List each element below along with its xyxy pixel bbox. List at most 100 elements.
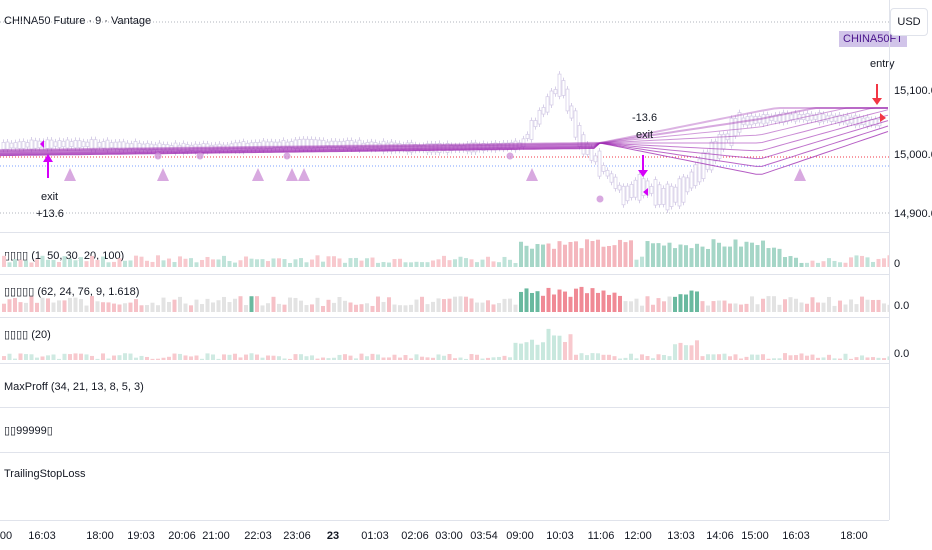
indicator-pane-5[interactable]: ▯▯99999▯: [0, 408, 889, 453]
histogram-bar: [299, 300, 303, 312]
histogram-bar: [288, 358, 292, 360]
histogram-bar: [876, 357, 881, 360]
histogram-bar: [645, 356, 650, 360]
histogram-bar: [612, 292, 617, 312]
histogram-bar: [453, 296, 457, 312]
histogram-bar: [145, 305, 149, 312]
histogram-bar: [563, 341, 567, 360]
candle-body: [653, 179, 658, 206]
indicator-label-1[interactable]: ▯▯▯▯ (1, 50, 30, 20, 100): [4, 250, 125, 262]
histogram-bar: [623, 301, 628, 312]
pane1-scale-label: 0: [894, 258, 901, 270]
histogram-bar: [590, 353, 595, 360]
indicator-label-3[interactable]: ▯▯▯▯ (20): [4, 329, 51, 341]
histogram-bar: [398, 357, 402, 360]
currency-button[interactable]: USD: [890, 8, 928, 36]
entry-arrow-down-icon: [872, 84, 882, 105]
indicator-pane-6[interactable]: TrailingStopLoss: [0, 453, 889, 520]
histogram-bar: [832, 305, 837, 312]
histogram-bar: [673, 248, 677, 267]
candle-body: [21, 141, 26, 149]
histogram-bar: [101, 302, 105, 312]
histogram-bar: [733, 354, 738, 360]
histogram-bar: [579, 353, 584, 360]
histogram-bar: [183, 258, 188, 267]
histogram-bar: [623, 242, 628, 267]
ma-ribbon-line: [0, 107, 888, 152]
histogram-bar: [524, 245, 529, 267]
histogram-bar: [134, 299, 138, 312]
histogram-bar: [414, 261, 419, 267]
histogram-bar: [431, 301, 435, 312]
indicator-label-4[interactable]: MaxProff (34, 21, 13, 8, 5, 3): [4, 381, 144, 393]
histogram-bar: [150, 302, 155, 312]
histogram-bar: [442, 255, 446, 267]
indicator-label-5[interactable]: ▯▯99999▯: [4, 425, 53, 437]
indicator-pane-3[interactable]: ▯▯▯▯ (20): [0, 318, 889, 364]
histogram-bar: [18, 353, 23, 360]
histogram-bar: [7, 353, 12, 360]
histogram-bar: [189, 258, 193, 267]
indicator-label-2[interactable]: ▯▯▯▯▯ (62, 24, 76, 9, 1.618): [4, 286, 140, 298]
histogram-bar: [337, 354, 342, 360]
histogram-bar: [827, 354, 831, 360]
histogram-bar: [854, 255, 859, 267]
histogram-bar: [167, 356, 171, 360]
candle-body: [749, 115, 754, 126]
candle-body: [113, 141, 118, 150]
candle-body: [333, 140, 338, 148]
candle-body: [581, 134, 586, 155]
histogram-bar: [722, 300, 727, 312]
main-price-pane[interactable]: CHINA50 Future · 9 · Vantage: [0, 0, 889, 233]
histogram-bar: [260, 305, 265, 312]
histogram-bar: [568, 241, 573, 267]
histogram-bar: [794, 298, 798, 312]
time-label: 15:00: [741, 530, 769, 542]
candle-body: [593, 155, 598, 163]
candle-body: [777, 114, 782, 122]
histogram-bar: [79, 299, 83, 312]
candle-body: [605, 169, 610, 177]
histogram-bar: [634, 298, 639, 312]
histogram-bar: [150, 261, 155, 267]
histogram-bar: [271, 296, 276, 312]
histogram-bar: [321, 357, 325, 360]
indicator-pane-4[interactable]: MaxProff (34, 21, 13, 8, 5, 3): [0, 364, 889, 408]
histogram-bar: [739, 246, 743, 267]
time-axis[interactable]: 00 16:03 18:00 19:03 20:06 21:00 22:03 2…: [0, 520, 889, 550]
histogram-bar: [29, 296, 34, 312]
histogram-bar: [766, 248, 771, 267]
histogram-bar: [788, 256, 793, 267]
time-label: 02:06: [401, 530, 429, 542]
time-label: 10:03: [546, 530, 574, 542]
histogram-bar: [585, 293, 589, 312]
histogram-bar: [700, 356, 705, 360]
symbol-title[interactable]: CHINA50 Future · 9 · Vantage: [4, 15, 152, 27]
candle-body: [25, 142, 30, 148]
indicator-pane-2[interactable]: ▯▯▯▯▯ (62, 24, 76, 9, 1.618): [0, 275, 889, 318]
candle-body: [817, 112, 822, 123]
histogram-bar: [348, 302, 353, 312]
histogram-bar: [508, 298, 512, 312]
chart-area[interactable]: CHINA50 Future · 9 · Vantage ▯▯▯▯ (1, 50…: [0, 0, 907, 520]
histogram-bar: [211, 354, 215, 360]
candle-body: [677, 178, 682, 207]
indicator-pane-1[interactable]: ▯▯▯▯ (1, 50, 30, 20, 100): [0, 233, 889, 275]
candle-body: [81, 141, 86, 148]
histogram-bar: [95, 301, 100, 312]
histogram-bar: [156, 255, 160, 267]
histogram-bar: [106, 358, 111, 360]
price-scale[interactable]: 15,100.0 15,000.0 14,900.0 0 0.0 0.0: [889, 0, 932, 520]
candle-body: [117, 141, 122, 150]
histogram-bar: [326, 256, 331, 267]
signal-triangle-icon: [286, 168, 298, 181]
histogram-bar: [266, 261, 270, 267]
histogram-bar: [79, 353, 83, 360]
histogram-bar: [304, 262, 309, 267]
histogram-bar: [222, 296, 226, 312]
ma-ribbon-line: [0, 107, 888, 153]
histogram-bar: [772, 247, 776, 267]
indicator-label-6[interactable]: TrailingStopLoss: [4, 468, 86, 480]
signal-dot-icon: [154, 152, 162, 160]
histogram-bar: [475, 302, 479, 312]
